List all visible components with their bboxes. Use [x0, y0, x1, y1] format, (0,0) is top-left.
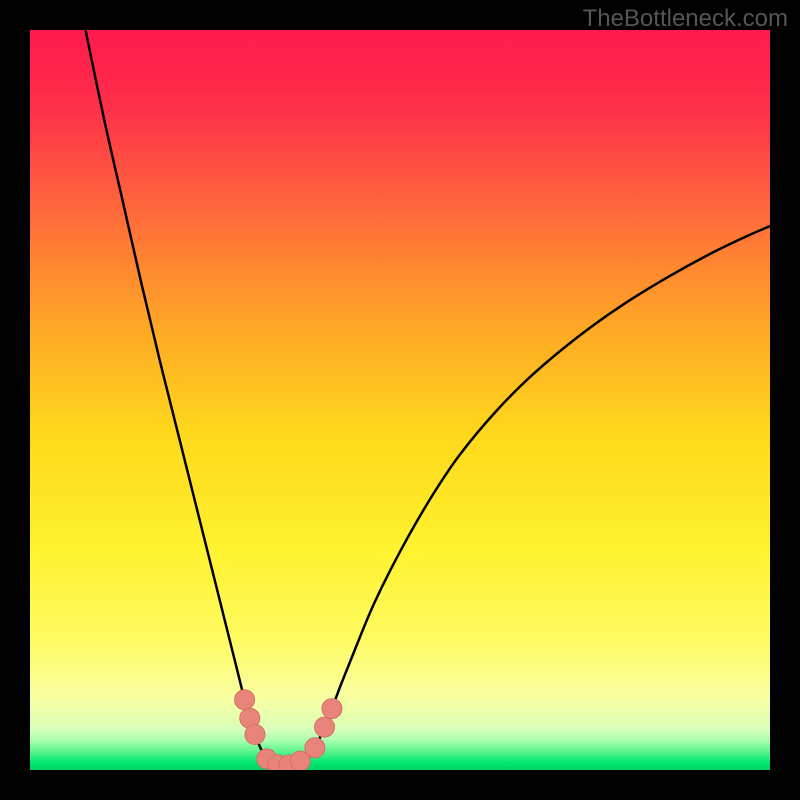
watermark-text: TheBottleneck.com — [583, 5, 788, 33]
marker-point — [245, 724, 265, 744]
marker-point — [315, 717, 335, 737]
marker-point — [322, 699, 342, 719]
chart-frame: TheBottleneck.com — [0, 0, 800, 800]
marker-point — [235, 690, 255, 710]
chart-background — [30, 30, 770, 770]
chart-svg — [0, 0, 800, 800]
marker-point — [305, 738, 325, 758]
